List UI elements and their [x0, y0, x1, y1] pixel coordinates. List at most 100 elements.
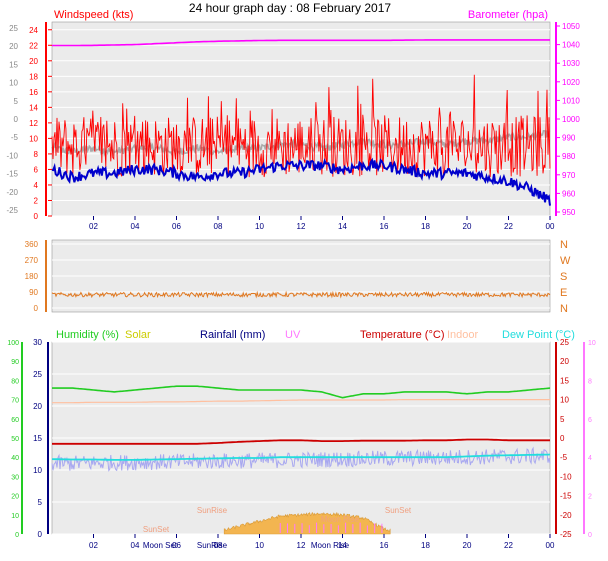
- panel1-left-tick-label: 4: [34, 181, 39, 190]
- panel1-right-tick-label: 950: [562, 208, 576, 217]
- panel1-left-tick-label: 20: [29, 57, 38, 66]
- compass-label: W: [560, 255, 571, 267]
- panel1-right-tick-label: 1040: [562, 41, 580, 50]
- humidity-tick-label: 40: [11, 455, 19, 462]
- panel1-right-tick-label: 1050: [562, 22, 580, 31]
- panel3-x-tick-label: 20: [463, 541, 472, 550]
- panel3-legend-entry: Temperature (°C): [360, 329, 444, 341]
- uv-tick-label: 0: [588, 532, 592, 539]
- humidity-tick-label: 80: [11, 378, 19, 385]
- panel3-legend-entry: Indoor: [447, 329, 479, 341]
- compass-label: N: [560, 303, 568, 315]
- indoor-series-line: [52, 399, 550, 404]
- panel1-right-tick-label: 990: [562, 134, 576, 143]
- panel2-left-tick-label: 270: [25, 256, 39, 265]
- humidity-tick-label: 60: [11, 417, 19, 424]
- panel1-outer-tick-label: 25: [9, 24, 18, 33]
- panel2-left-tick-label: 0: [34, 304, 39, 313]
- event-annotation: SunSet: [143, 525, 170, 534]
- panel2-left-tick-label: 180: [25, 272, 39, 281]
- panel3-legend-entry: Rainfall (mm): [200, 329, 265, 341]
- rainfall-tick-label: 5: [38, 498, 43, 507]
- panel3-legend-entry: Humidity (%): [56, 329, 119, 341]
- panel1-left-tick-label: 16: [29, 88, 38, 97]
- panel1-x-tick-label: 08: [214, 222, 223, 231]
- panel1-right-tick-label: 1000: [562, 115, 580, 124]
- panel3-x-tick-label: 04: [131, 541, 140, 550]
- compass-label: S: [560, 271, 567, 283]
- panel1-x-tick-label: 20: [463, 222, 472, 231]
- page-title: 24 hour graph day : 08 February 2017: [189, 1, 391, 15]
- panel3-x-tick-label: 06: [172, 541, 181, 550]
- compass-label: E: [560, 287, 567, 299]
- panel1-left-tick-label: 8: [34, 150, 39, 159]
- panel1-left-tick-label: 22: [29, 41, 38, 50]
- humidity-tick-label: 10: [11, 513, 19, 520]
- panel1-outer-tick-label: -25: [6, 206, 18, 215]
- humidity-tick-label: 70: [11, 398, 19, 405]
- panel1-right-tick-label: 980: [562, 152, 576, 161]
- panel3-x-tick-label: 22: [504, 541, 513, 550]
- panel1-left-tick-label: 6: [34, 165, 39, 174]
- panel3-x-tick-label: 02: [89, 541, 98, 550]
- temperature-tick-label: 15: [560, 376, 569, 385]
- temperature-series-line: [52, 438, 550, 445]
- panel1-right-tick-label: 1030: [562, 59, 580, 68]
- uv-tick-label: 2: [588, 494, 592, 501]
- temperature-tick-label: 25: [560, 338, 569, 347]
- panel3-x-tick-label: 18: [421, 541, 430, 550]
- humidity-tick-label: 100: [7, 340, 19, 347]
- panel3-legend-entry: Solar: [125, 329, 151, 341]
- event-annotation: SunSet: [385, 506, 412, 515]
- event-annotation: SunRise: [197, 541, 228, 550]
- panel1-x-tick-label: 00: [546, 222, 555, 231]
- rainfall-tick-label: 30: [33, 338, 42, 347]
- solar-area: [223, 511, 391, 535]
- barometer-series-line: [52, 39, 550, 47]
- panel3-x-tick-label: 00: [546, 541, 555, 550]
- panel3-x-tick-label: 10: [255, 541, 264, 550]
- humidity-tick-label: 90: [11, 359, 19, 366]
- panel1-right-tick-label: 1010: [562, 96, 580, 105]
- event-annotation: Moon Rise: [311, 541, 350, 550]
- panel1-left-tick-label: 2: [34, 196, 39, 205]
- event-annotation: Moon Rise: [321, 515, 360, 524]
- panel1-x-tick-label: 06: [172, 222, 181, 231]
- uv-tick-label: 10: [588, 340, 596, 347]
- rainfall-tick-label: 20: [33, 402, 42, 411]
- panel1-outer-tick-label: -10: [6, 151, 18, 160]
- panel1-outer-tick-label: 0: [14, 115, 19, 124]
- panel1-outer-tick-label: -15: [6, 170, 18, 179]
- panel1-left-tick-label: 10: [29, 134, 38, 143]
- panel3-x-tick-label: 08: [214, 541, 223, 550]
- panel1-outer-tick-label: 5: [14, 97, 19, 106]
- humidity-tick-label: 20: [11, 494, 19, 501]
- rainfall-tick-label: 10: [33, 466, 42, 475]
- humidity-tick-label: 0: [15, 532, 19, 539]
- temperature-tick-label: 5: [560, 415, 565, 424]
- panel1-right-tick-label: 960: [562, 189, 576, 198]
- panel1-x-tick-label: 14: [338, 222, 347, 231]
- dewpoint-series-line: [51, 453, 551, 461]
- uv-tick-label: 6: [588, 417, 592, 424]
- panel2-left-tick-label: 360: [25, 240, 39, 249]
- uv-tick-label: 8: [588, 378, 592, 385]
- temperature-tick-label: 0: [560, 434, 565, 443]
- panel1-x-tick-label: 12: [297, 222, 306, 231]
- panel3-x-tick-label: 14: [338, 541, 347, 550]
- temperature-tick-label: 10: [560, 396, 569, 405]
- barometer-legend: Barometer (hpa): [468, 9, 548, 21]
- panel1-outer-tick-label: -5: [11, 133, 19, 142]
- panel2-left-tick-label: 90: [29, 288, 38, 297]
- average-wind-series-line: [51, 157, 551, 206]
- panel1-left-tick-label: 14: [29, 103, 38, 112]
- event-annotation: Moon Set: [143, 541, 178, 550]
- panel1-x-tick-label: 16: [380, 222, 389, 231]
- rainfall-tick-label: 25: [33, 370, 42, 379]
- compass-label: N: [560, 239, 568, 251]
- noisy-overlay-series-line: [51, 446, 551, 472]
- rainfall-tick-label: 15: [33, 434, 42, 443]
- humidity-tick-label: 50: [11, 436, 19, 443]
